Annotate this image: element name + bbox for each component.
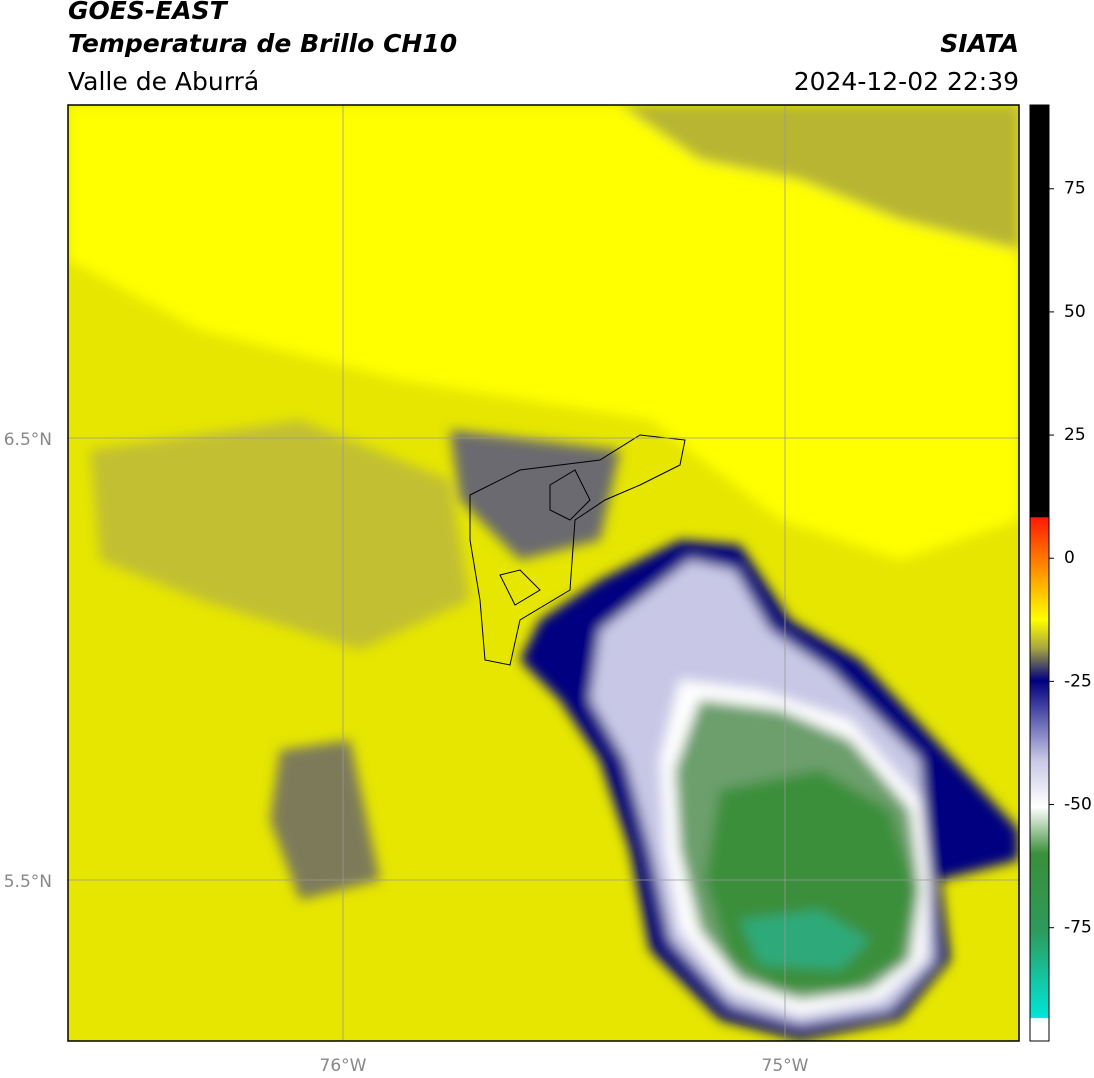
lon-label: 76°W <box>320 1056 367 1076</box>
map-frame <box>67 104 1020 1042</box>
lat-label: 5.5°N <box>4 872 52 892</box>
colorbar-tick-label: -50 <box>1064 795 1092 815</box>
colorbar-tick-label: 25 <box>1064 425 1086 445</box>
region: Valle de Aburrá <box>68 67 259 96</box>
map-image <box>68 105 1019 1041</box>
datetime: 2024-12-02 22:39 <box>794 67 1019 96</box>
colorbar-tick-label: 75 <box>1064 179 1086 199</box>
lon-label: 75°W <box>762 1056 809 1076</box>
lat-label: 6.5°N <box>4 430 52 450</box>
colorbar-tick-label: 50 <box>1064 302 1086 322</box>
colorbar-tick-label: -75 <box>1064 918 1092 938</box>
title: GOES-EAST <box>68 0 229 25</box>
colorbar-tick-label: 0 <box>1064 548 1075 568</box>
source: SIATA <box>940 29 1019 58</box>
colorbar-tick-label: -25 <box>1064 671 1092 691</box>
subtitle: Temperatura de Brillo CH10 <box>68 29 457 58</box>
colorbar <box>1029 104 1050 1042</box>
